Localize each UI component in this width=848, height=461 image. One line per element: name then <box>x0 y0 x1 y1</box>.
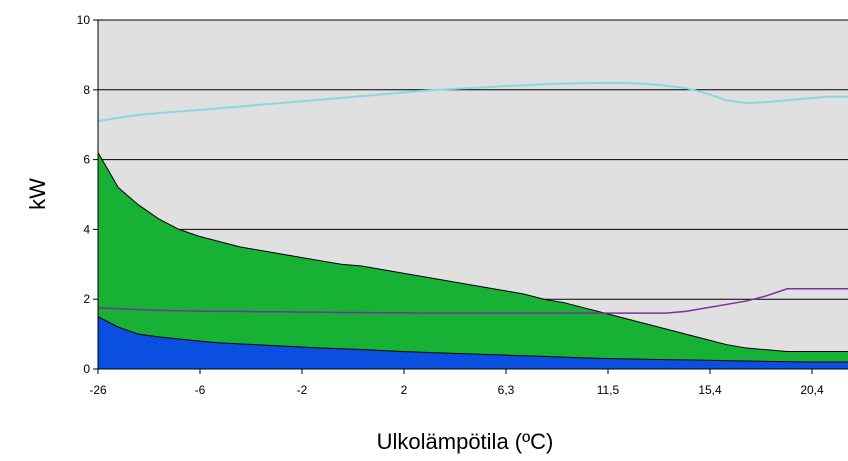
line-series <box>97 81 848 314</box>
area-series-1-outline <box>97 152 848 353</box>
x-tick-labels: -26 -6 -2 2 6,3 11,5 15,4 20,4 <box>89 369 824 397</box>
x-tick-label: 15,4 <box>698 383 722 397</box>
y-tick-label: 0 <box>83 362 90 376</box>
x-tick-label: -26 <box>89 383 107 397</box>
area-series-2-outline <box>97 316 848 363</box>
y-tick-label: 2 <box>83 292 90 306</box>
x-tick-label: 20,4 <box>800 383 824 397</box>
y-tick-label: 4 <box>83 222 90 236</box>
y-axis-title: kW <box>25 178 50 210</box>
area-series-2 <box>98 316 848 369</box>
line-series-1 <box>97 287 848 314</box>
x-tick-label: 2 <box>401 383 408 397</box>
x-tick-label: -6 <box>195 383 206 397</box>
y-tick-label: 6 <box>83 153 90 167</box>
x-tick-label: -2 <box>297 383 308 397</box>
area-series <box>97 152 848 369</box>
x-tick-label: 6,3 <box>498 383 515 397</box>
y-tick-label: 8 <box>83 83 90 97</box>
area-series-1 <box>98 152 848 369</box>
line-series-2 <box>97 81 848 123</box>
x-tick-label: 11,5 <box>597 383 620 397</box>
axes <box>97 20 848 370</box>
y-tick-labels: 0 2 4 6 8 10 <box>77 13 98 376</box>
y-tick-label: 10 <box>77 13 91 27</box>
x-axis-title: Ulkolämpötila (ºC) <box>377 429 554 454</box>
